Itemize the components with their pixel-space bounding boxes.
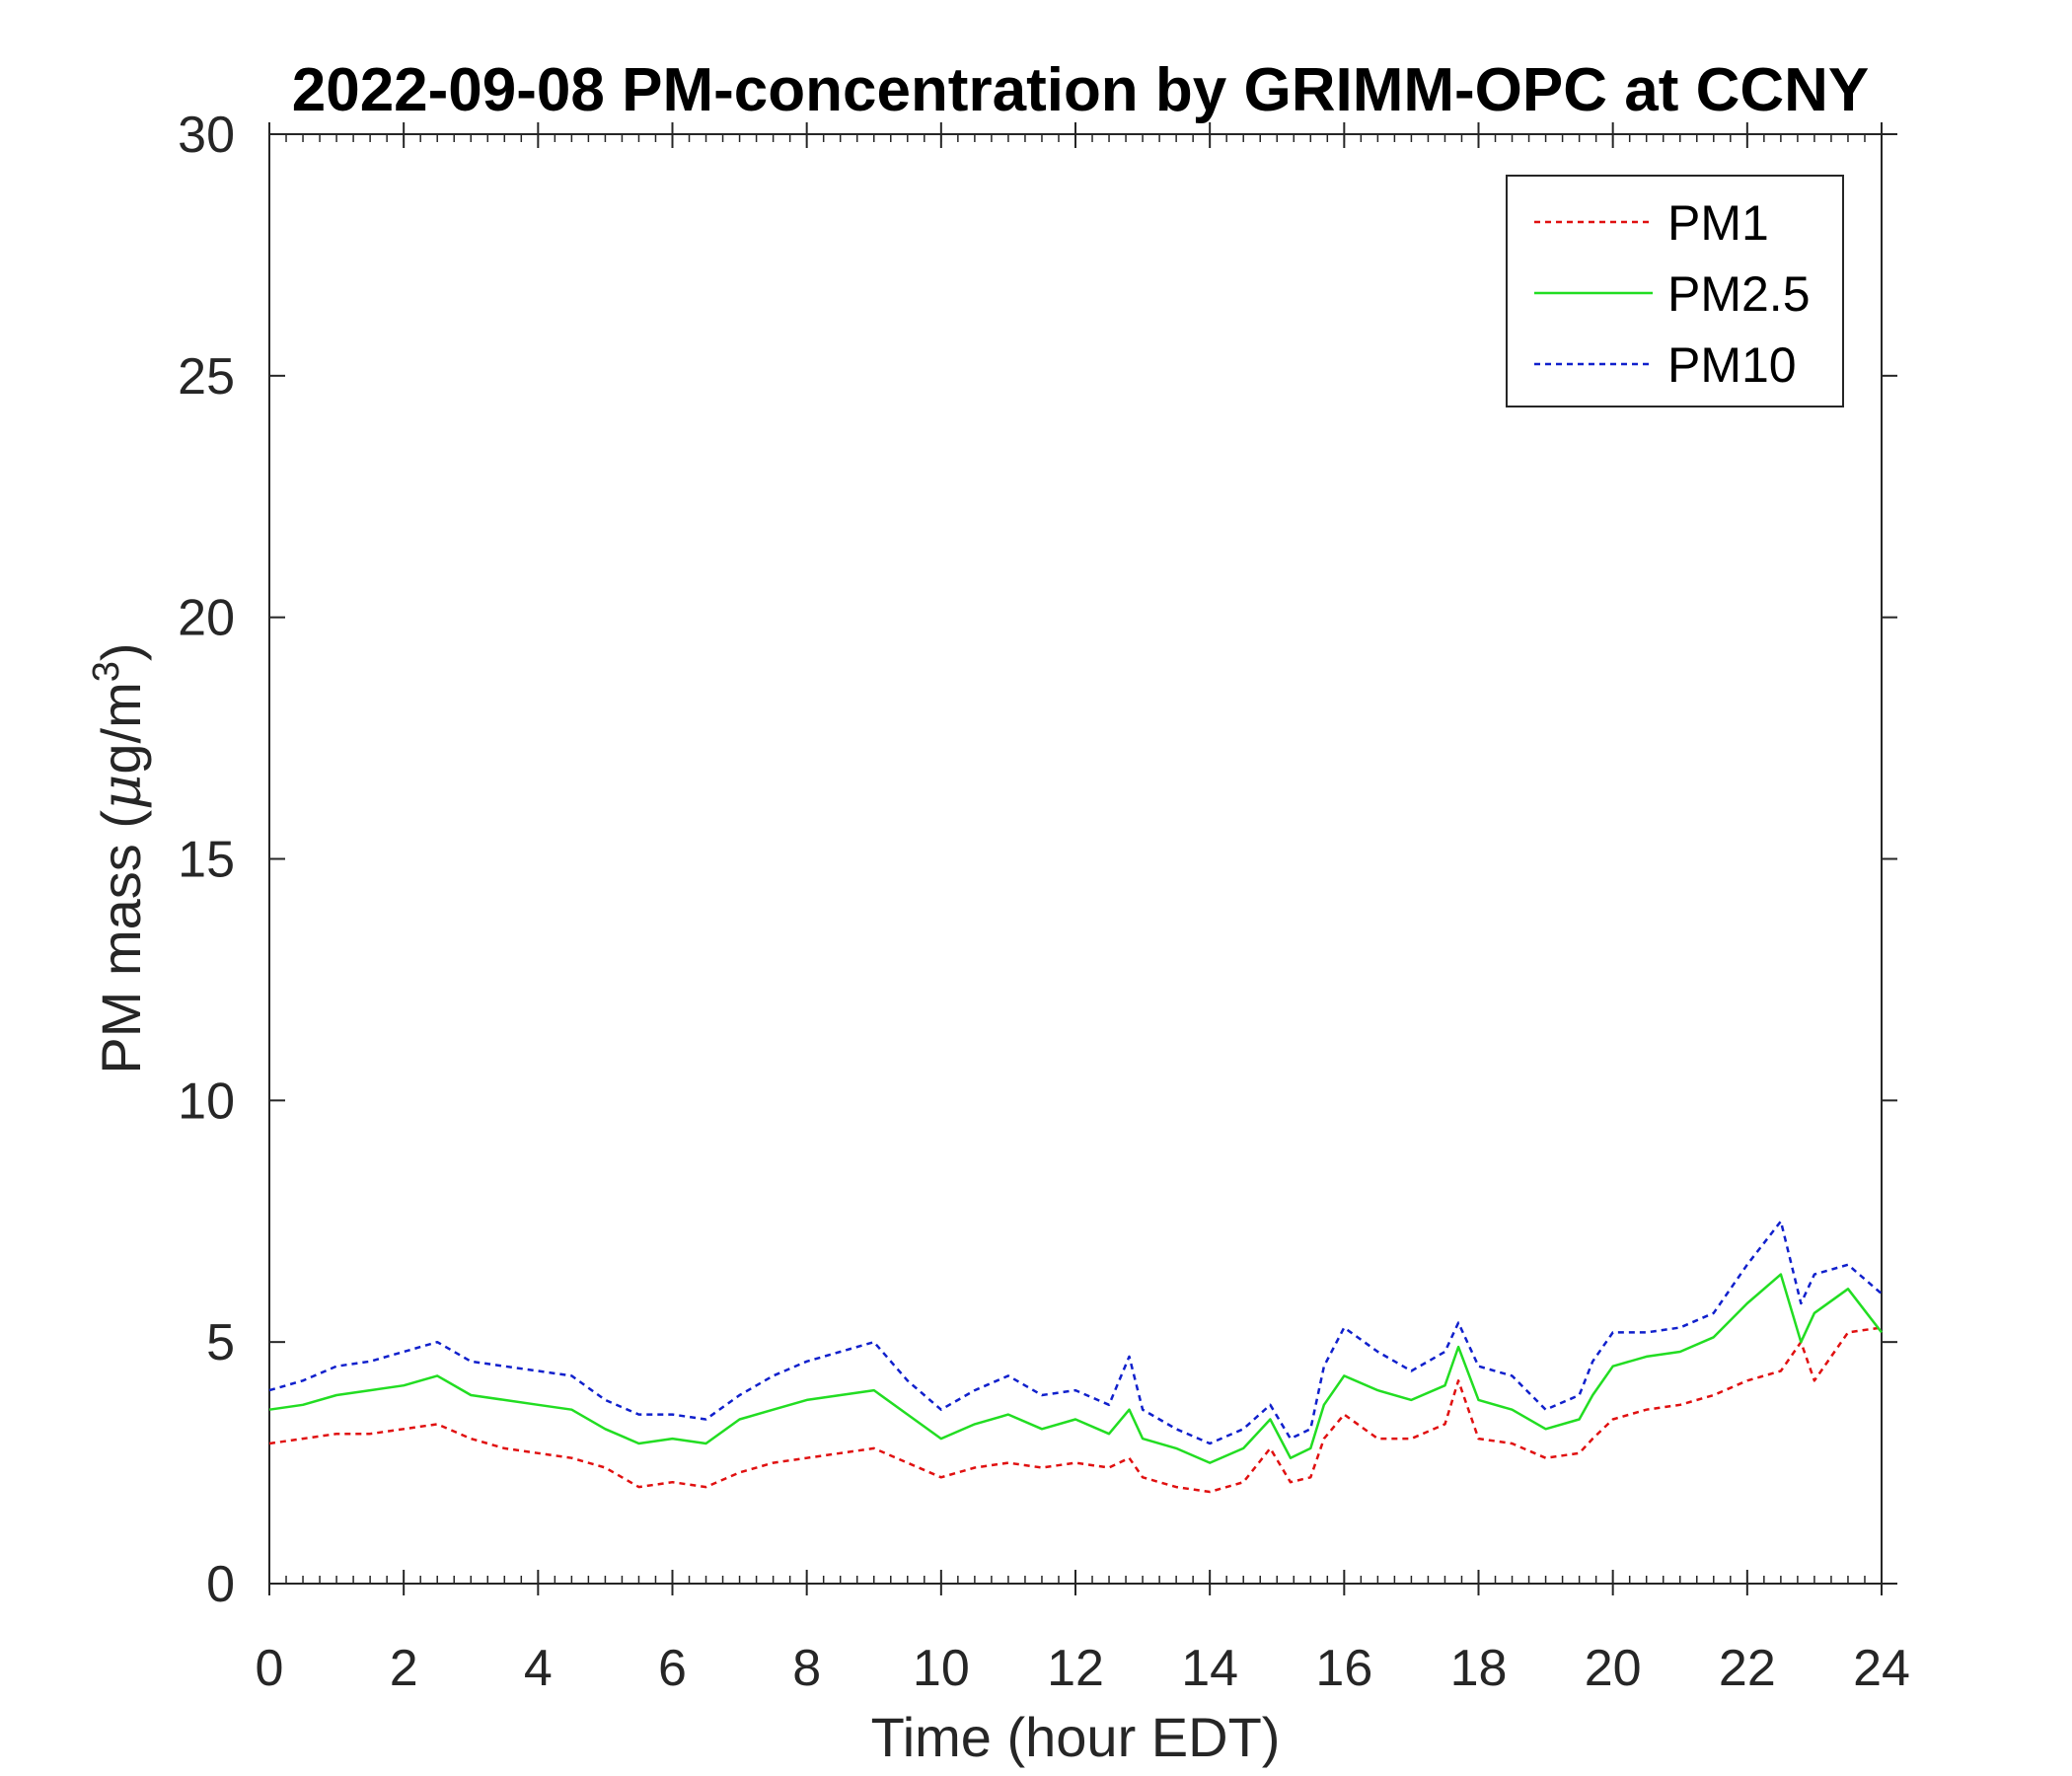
x-tick-label: 24 — [1853, 1640, 1910, 1697]
x-tick-label: 22 — [1719, 1640, 1776, 1697]
y-axis: 0 5 10 15 20 25 30 — [178, 107, 1897, 1613]
y-tick-label: 10 — [178, 1073, 235, 1130]
legend-box — [1506, 175, 1844, 407]
x-tick-label: 0 — [256, 1640, 284, 1697]
y-tick-label: 25 — [178, 348, 235, 406]
x-tick-label: 16 — [1315, 1640, 1372, 1697]
legend-label: PM1 — [1667, 195, 1769, 251]
legend-label: PM10 — [1667, 337, 1797, 393]
y-tick-label: 15 — [178, 832, 235, 889]
legend-label: PM2.5 — [1667, 266, 1811, 322]
x-tick-label: 18 — [1450, 1640, 1508, 1697]
x-tick-label: 10 — [913, 1640, 970, 1697]
series-line-pm1 — [268, 1326, 1883, 1494]
y-tick-label: 0 — [206, 1556, 235, 1613]
x-tick-label: 2 — [390, 1640, 418, 1697]
x-axis-label: Time (hour EDT) — [871, 1706, 1281, 1768]
x-tick-label: 12 — [1047, 1640, 1104, 1697]
chart-title: 2022-09-08 PM-concentration by GRIMM-OPC… — [292, 56, 1870, 124]
series-line-pm10 — [268, 1220, 1883, 1445]
x-tick-label: 14 — [1181, 1640, 1238, 1697]
x-tick-label: 6 — [658, 1640, 687, 1697]
y-tick-label: 20 — [178, 590, 235, 647]
x-tick-label: 8 — [792, 1640, 821, 1697]
series-line-pm2-5 — [268, 1273, 1883, 1464]
y-axis-label: PM mass (μg/m3) — [86, 642, 154, 1073]
x-tick-label: 4 — [524, 1640, 553, 1697]
legend: PM1 PM2.5 PM10 — [1506, 175, 1844, 407]
x-tick-label: 20 — [1585, 1640, 1642, 1697]
x-axis: 0 2 4 6 8 10 12 14 16 18 20 22 24 — [256, 122, 1910, 1697]
y-tick-label: 5 — [206, 1314, 235, 1371]
series-lines — [268, 1220, 1883, 1494]
y-tick-label: 30 — [178, 107, 235, 164]
